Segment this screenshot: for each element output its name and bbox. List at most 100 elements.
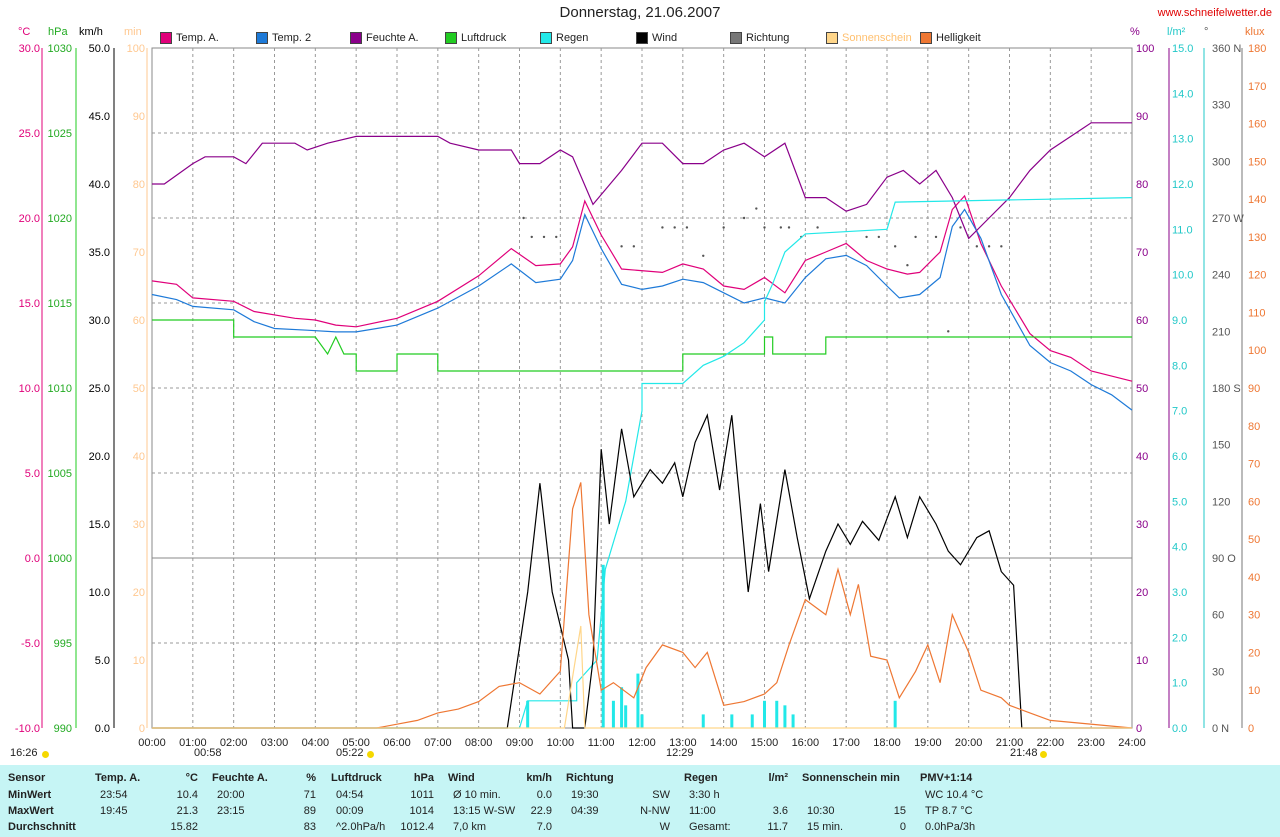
stats-unit: l/m² (768, 772, 788, 784)
rain-bar (893, 700, 897, 728)
direction-point (742, 216, 746, 220)
direction-tick-label: 240 (1212, 270, 1230, 282)
direction-point (661, 226, 664, 229)
legend-label: Wind (652, 32, 678, 44)
light-tick-label: 10 (1248, 685, 1260, 697)
stats-row-label: MinWert (8, 789, 52, 801)
sunrise-icon (367, 751, 374, 758)
stats-cell-time: 04:54 (336, 789, 364, 801)
light-tick-label: 30 (1248, 610, 1260, 622)
x-tick-label: 16:00 (792, 737, 820, 749)
direction-tick-label: 150 (1212, 440, 1230, 452)
minutes-tick-label: 50 (133, 383, 145, 395)
rain-bar (526, 700, 530, 728)
legend-item: Sonnenschein (826, 30, 912, 46)
rain-bar (791, 714, 795, 728)
x-tick-label: 10:00 (547, 737, 575, 749)
stats-cell-time: 11:00 (689, 805, 716, 817)
direction-point (987, 245, 991, 248)
direction-point (685, 226, 689, 229)
direction-point (947, 330, 950, 333)
series-line-wind (152, 413, 1132, 729)
x-tick-label: 03:00 (261, 737, 289, 749)
site-link[interactable]: www.schneifelwetter.de (1157, 7, 1272, 19)
light-tick-label: 0 (1248, 723, 1254, 735)
legend-swatch (636, 32, 648, 44)
stats-cell-time: 23:54 (100, 789, 128, 801)
stats-cell-time: 3:30 h (689, 789, 720, 801)
direction-tick-label: 0 N (1212, 723, 1229, 735)
humidity-unit: % (1130, 26, 1140, 38)
x-tick-label: 17:00 (832, 737, 860, 749)
chart-title: Donnerstag, 21.06.2007 (559, 4, 721, 21)
legend-item: Feuchte A. (350, 30, 419, 46)
wind-tick-label: 30.0 (89, 315, 110, 327)
x-tick-label: 23:00 (1077, 737, 1105, 749)
light-tick-label: 120 (1248, 270, 1266, 282)
stats-cell-value: 3.6 (772, 805, 788, 817)
minutes-tick-label: 20 (133, 587, 145, 599)
stats-cell-value: 83 (303, 821, 316, 833)
light-tick-label: 80 (1248, 421, 1260, 433)
stats-cell-time: 00:09 (336, 805, 364, 817)
legend-item: Wind (636, 30, 677, 46)
minutes-tick-label: 30 (133, 519, 145, 531)
stats-unit: °C (185, 772, 198, 784)
rain-bar (611, 700, 615, 728)
direction-point (959, 226, 962, 229)
minutes-tick-label: 40 (133, 451, 145, 463)
wind-tick-label: 45.0 (89, 111, 110, 123)
legend-label: Helligkeit (936, 32, 981, 44)
humidity-tick-label: 50 (1136, 383, 1148, 395)
stats-cell-time: 23:15 (217, 805, 245, 817)
legend-swatch (540, 32, 552, 44)
rain-tick-label: 0.0 (1172, 723, 1187, 735)
pressure-unit: hPa (48, 26, 68, 38)
series-line-temp-a- (151, 194, 1133, 382)
wind-tick-label: 35.0 (89, 247, 110, 259)
rain-bar (601, 564, 605, 728)
x-tick-label: 22:00 (1037, 737, 1065, 749)
temp-tick-label: 5.0 (25, 468, 40, 480)
humidity-tick-label: 60 (1136, 315, 1148, 327)
direction-point (816, 226, 819, 229)
stats-cell-value: 71 (303, 789, 316, 801)
wind-tick-label: 15.0 (89, 519, 110, 531)
wind-tick-label: 50.0 (89, 43, 110, 55)
stats-unit: % (306, 772, 316, 784)
minutes-unit: min (124, 26, 142, 38)
wind-tick-label: 0.0 (95, 723, 110, 735)
rain-tick-label: 12.0 (1172, 179, 1193, 191)
stats-cell-time: WC 10.4 °C (925, 789, 984, 801)
legend-label: Luftdruck (461, 32, 507, 44)
direction-point (934, 235, 938, 239)
stats-cell-time: TP 8.7 °C (925, 805, 973, 817)
direction-point (755, 207, 758, 210)
x-tick-label: 05:00 (342, 737, 370, 749)
legend-item: Regen (540, 30, 588, 46)
stats-header: Temp. A. (95, 772, 141, 784)
legend-item: Luftdruck (445, 30, 506, 46)
stats-cell-time: 0.0hPa/3h (925, 821, 976, 833)
direction-tick-label: 210 (1212, 326, 1230, 338)
x-tick-label: 24:00 (1118, 737, 1146, 749)
stats-cell-time: 20:00 (217, 789, 245, 801)
stats-cell-time: 7,0 km (453, 821, 487, 833)
stats-cell-value: 15 (893, 805, 906, 817)
stats-cell-value: W (659, 821, 670, 833)
direction-point (673, 226, 676, 229)
minutes-tick-label: 10 (133, 655, 145, 667)
direction-point (542, 235, 546, 239)
series-line-sonnenschein (152, 625, 1132, 729)
rain-tick-label: 14.0 (1172, 88, 1193, 100)
direction-tick-label: 90 O (1212, 553, 1236, 565)
humidity-tick-label: 0 (1136, 723, 1142, 735)
pressure-tick-label: 1030 (48, 43, 72, 55)
direction-point (702, 254, 705, 257)
pressure-tick-label: 990 (54, 723, 72, 735)
stats-cell-time: 04:39 (571, 805, 599, 817)
direction-point (722, 226, 725, 229)
stats-cell-value: 10.4 (176, 789, 198, 801)
rain-bar (640, 714, 644, 728)
stats-header: PMV+1:14 (920, 772, 973, 784)
